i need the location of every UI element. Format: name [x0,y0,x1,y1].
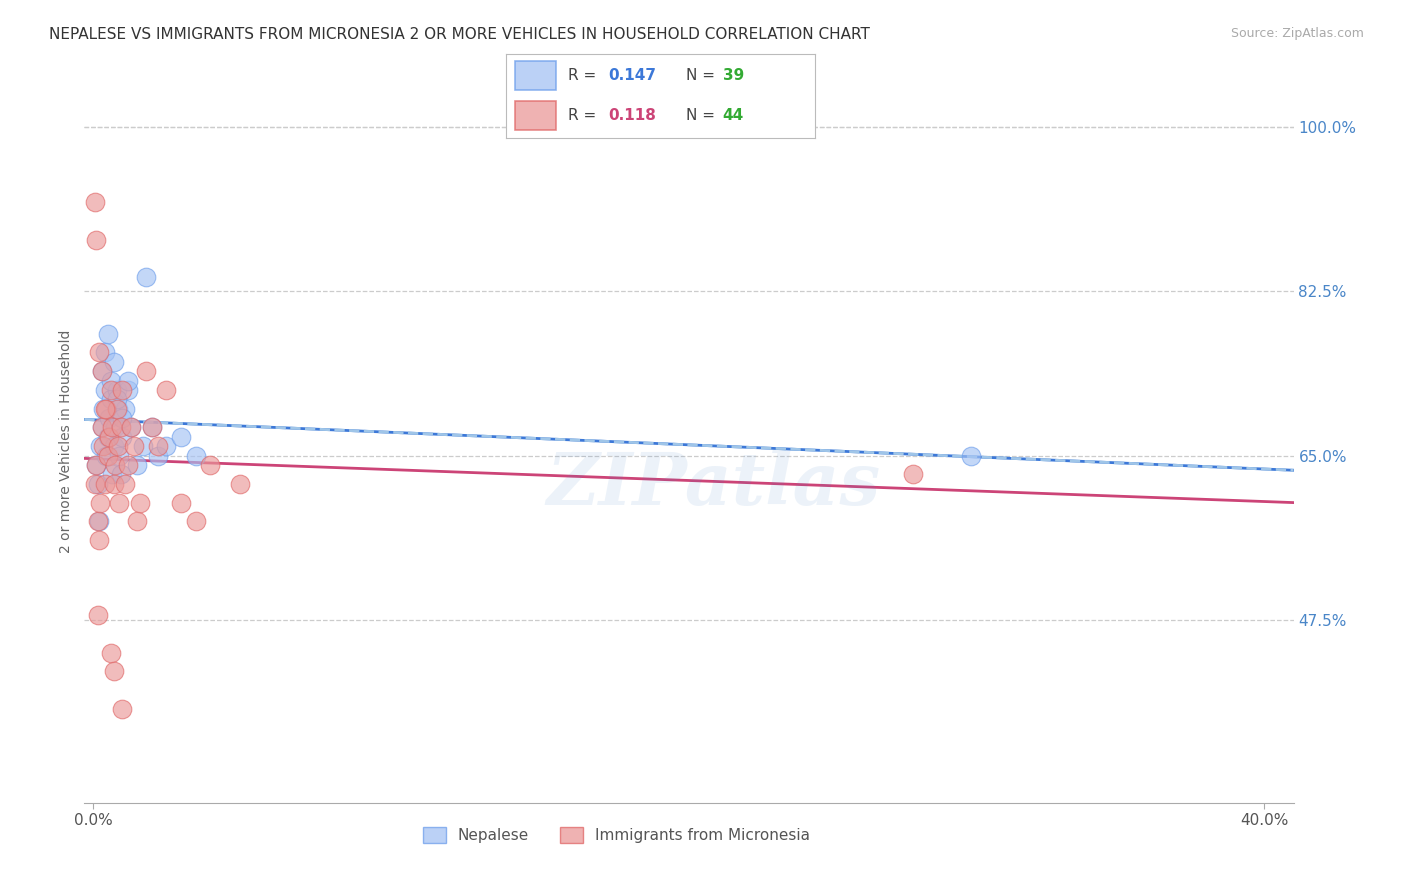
Point [84,458,107,472]
Point [228,476,250,491]
Point [93,401,115,416]
Point [97,326,120,341]
Point [87,345,110,359]
Point [100,383,122,397]
Point [107,401,129,416]
Point [122,439,145,453]
Point [111,430,134,444]
Point [93,439,115,453]
Y-axis label: 2 or more Vehicles in Household: 2 or more Vehicles in Household [59,330,73,553]
Point [170,430,193,444]
Text: NEPALESE VS IMMIGRANTS FROM MICRONESIA 2 OR MORE VEHICLES IN HOUSEHOLD CORRELATI: NEPALESE VS IMMIGRANTS FROM MICRONESIA 2… [49,27,870,42]
Point [87,533,110,547]
Point [97,449,120,463]
Point [98,411,121,425]
Point [105,401,128,416]
Point [184,514,207,528]
Point [94,345,117,359]
Text: R =: R = [568,108,602,123]
Point [125,458,148,472]
Point [90,364,112,378]
Point [100,646,122,660]
Point [90,420,112,434]
Point [86,608,108,623]
Point [100,392,122,407]
Point [103,476,125,491]
Bar [516,62,555,90]
Point [94,476,117,491]
Text: 44: 44 [723,108,744,123]
Point [155,383,177,397]
Point [120,420,142,434]
Point [101,467,124,482]
Point [83,195,105,210]
Point [86,476,108,491]
Point [200,458,222,472]
Point [98,430,121,444]
Point [117,458,139,472]
Point [105,392,128,407]
Point [132,439,155,453]
Point [120,420,142,434]
Point [86,514,108,528]
Point [141,420,163,434]
Text: 39: 39 [723,68,744,83]
Point [84,233,107,247]
Text: N =: N = [686,108,720,123]
Point [94,383,117,397]
Point [104,458,127,472]
Point [110,467,132,482]
Point [96,401,118,416]
Point [97,430,120,444]
Point [104,420,127,434]
Point [108,495,131,509]
Point [105,383,128,397]
Text: 0.118: 0.118 [609,108,657,123]
Point [125,514,148,528]
Text: N =: N = [686,68,720,83]
Point [111,702,134,716]
Point [960,449,983,463]
Point [170,495,193,509]
Point [100,374,122,388]
Point [111,383,134,397]
Point [87,514,110,528]
Point [89,439,111,453]
Text: 0.147: 0.147 [609,68,657,83]
Point [96,449,118,463]
Point [103,665,125,679]
Point [155,439,177,453]
Point [129,495,152,509]
Point [146,439,169,453]
Point [83,476,105,491]
Point [89,495,111,509]
Point [110,420,132,434]
Point [111,411,134,425]
Point [103,355,125,369]
Point [114,476,136,491]
Bar [516,101,555,130]
Text: Source: ZipAtlas.com: Source: ZipAtlas.com [1230,27,1364,40]
Point [117,383,139,397]
Legend: Nepalese, Immigrants from Micronesia: Nepalese, Immigrants from Micronesia [416,822,815,849]
Point [94,401,117,416]
Point [101,420,124,434]
Point [103,439,125,453]
Point [84,458,107,472]
Point [114,401,136,416]
Point [90,420,112,434]
Point [135,270,157,285]
Point [184,449,207,463]
Point [901,467,924,482]
Point [107,439,129,453]
Point [108,449,131,463]
Point [135,364,157,378]
Text: ZIPatlas: ZIPatlas [546,450,880,520]
Text: R =: R = [568,68,602,83]
Point [90,364,112,378]
Point [117,374,139,388]
Point [146,449,169,463]
Point [141,420,163,434]
